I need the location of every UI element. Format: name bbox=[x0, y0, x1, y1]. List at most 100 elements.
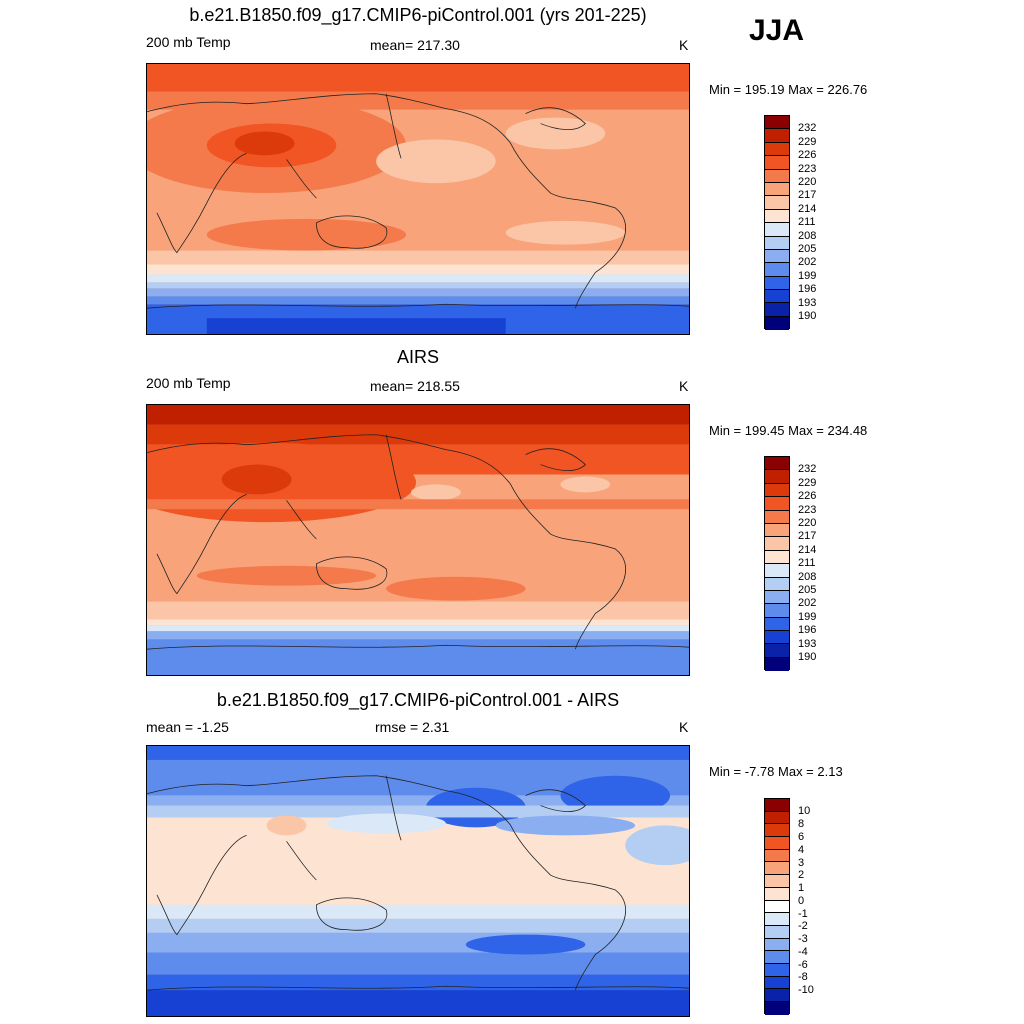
panel-3-rmse-label: rmse = 2.31 bbox=[375, 719, 450, 735]
model-temperature-map bbox=[147, 64, 689, 334]
colorbar-label: 226 bbox=[798, 149, 817, 161]
colorbar-label: -6 bbox=[798, 959, 808, 971]
season-label: JJA bbox=[749, 14, 805, 47]
colorbar-swatch bbox=[765, 976, 789, 990]
colorbar-swatch bbox=[765, 900, 789, 914]
colorbar-label: 205 bbox=[798, 243, 817, 255]
panel-3-colorbar bbox=[764, 798, 790, 1015]
colorbar-label: -4 bbox=[798, 946, 808, 958]
colorbar-label: 190 bbox=[798, 651, 817, 663]
colorbar-label: 199 bbox=[798, 270, 817, 282]
panel-3-min-max: Min = -7.78 Max = 2.13 bbox=[709, 764, 843, 779]
colorbar-label: 2 bbox=[798, 869, 805, 881]
colorbar-label: 8 bbox=[798, 818, 805, 830]
colorbar-label: 220 bbox=[798, 176, 817, 188]
colorbar-label: 199 bbox=[798, 611, 817, 623]
colorbar-label: 220 bbox=[798, 517, 817, 529]
colorbar-swatch bbox=[765, 938, 789, 952]
colorbar-swatch bbox=[765, 657, 789, 672]
colorbar-swatch bbox=[765, 129, 789, 143]
colorbar-swatch bbox=[765, 644, 789, 658]
colorbar-swatch bbox=[765, 925, 789, 939]
panel-2-colorbar bbox=[764, 456, 790, 672]
panel-3-map bbox=[146, 745, 690, 1017]
colorbar-label: -10 bbox=[798, 984, 814, 996]
colorbar-swatch bbox=[765, 799, 789, 812]
colorbar-swatch bbox=[765, 617, 789, 632]
panel-1-min-max: Min = 195.19 Max = 226.76 bbox=[709, 82, 868, 97]
colorbar-swatch bbox=[765, 951, 789, 964]
panel-2-left-label: 200 mb Temp bbox=[146, 375, 231, 391]
colorbar-label: -2 bbox=[798, 920, 808, 932]
colorbar-swatch bbox=[765, 263, 789, 277]
colorbar-label: 232 bbox=[798, 122, 817, 134]
colorbar-swatch bbox=[765, 963, 789, 977]
colorbar-swatch bbox=[765, 913, 789, 926]
colorbar-swatch bbox=[765, 209, 789, 224]
panel-2-units: K bbox=[679, 378, 689, 394]
colorbar-label: 10 bbox=[798, 805, 811, 817]
colorbar-swatch bbox=[765, 290, 789, 304]
panel-2-title: AIRS bbox=[396, 347, 439, 367]
colorbar-swatch bbox=[765, 116, 789, 130]
colorbar-label: 229 bbox=[798, 477, 817, 489]
panel-3-title: b.e21.B1850.f09_g17.CMIP6-piControl.001 … bbox=[216, 690, 620, 710]
colorbar-swatch bbox=[765, 1002, 789, 1015]
colorbar-label: 226 bbox=[798, 490, 817, 502]
colorbar-swatch bbox=[765, 303, 789, 317]
colorbar-swatch bbox=[765, 837, 789, 850]
panel-1-mean-label: mean= 217.30 bbox=[370, 37, 460, 53]
airs-temperature-map bbox=[147, 405, 689, 675]
colorbar-swatch bbox=[765, 590, 789, 605]
colorbar-swatch bbox=[765, 156, 789, 170]
colorbar-swatch bbox=[765, 811, 789, 825]
panel-3-units: K bbox=[679, 719, 689, 735]
colorbar-label: 196 bbox=[798, 283, 817, 295]
colorbar-swatch bbox=[765, 196, 789, 210]
panel-1-map bbox=[146, 63, 690, 335]
panel-2-min-max: Min = 199.45 Max = 234.48 bbox=[709, 423, 868, 438]
panel-1-units: K bbox=[679, 37, 689, 53]
colorbar-label: 208 bbox=[798, 230, 817, 242]
colorbar-label: 190 bbox=[798, 310, 817, 322]
colorbar-label: 211 bbox=[798, 557, 816, 569]
colorbar-swatch bbox=[765, 577, 789, 591]
colorbar-swatch bbox=[765, 824, 789, 838]
colorbar-swatch bbox=[765, 236, 789, 250]
colorbar-label: 211 bbox=[798, 216, 816, 228]
difference-map bbox=[147, 746, 689, 1016]
colorbar-label: 202 bbox=[798, 597, 817, 609]
colorbar-swatch bbox=[765, 989, 789, 1002]
colorbar-label: 208 bbox=[798, 571, 817, 583]
colorbar-swatch bbox=[765, 223, 789, 237]
colorbar-label: 193 bbox=[798, 638, 817, 650]
colorbar-label: 0 bbox=[798, 895, 805, 907]
colorbar-label: 193 bbox=[798, 297, 817, 309]
panel-1-left-label: 200 mb Temp bbox=[146, 34, 231, 50]
colorbar-label: -1 bbox=[798, 908, 808, 920]
colorbar-label: 4 bbox=[798, 844, 805, 856]
colorbar-label: -8 bbox=[798, 971, 808, 983]
colorbar-swatch bbox=[765, 249, 789, 264]
colorbar-label: 205 bbox=[798, 584, 817, 596]
colorbar-label: 196 bbox=[798, 624, 817, 636]
panel-2-map bbox=[146, 404, 690, 676]
colorbar-label: 214 bbox=[798, 203, 817, 215]
colorbar-label: 223 bbox=[798, 504, 817, 516]
colorbar-swatch bbox=[765, 316, 789, 331]
colorbar-swatch bbox=[765, 457, 789, 471]
colorbar-label: 217 bbox=[798, 530, 817, 542]
colorbar-swatch bbox=[765, 537, 789, 551]
colorbar-label: 1 bbox=[798, 882, 805, 894]
colorbar-label: 217 bbox=[798, 189, 817, 201]
colorbar-label: 223 bbox=[798, 163, 817, 175]
colorbar-label: 214 bbox=[798, 544, 817, 556]
colorbar-swatch bbox=[765, 470, 789, 484]
panel-1-title: b.e21.B1850.f09_g17.CMIP6-piControl.001 … bbox=[189, 5, 647, 25]
colorbar-swatch bbox=[765, 875, 789, 888]
colorbar-label: 6 bbox=[798, 831, 805, 843]
colorbar-swatch bbox=[765, 862, 789, 876]
panel-1-colorbar bbox=[764, 115, 790, 331]
colorbar-swatch bbox=[765, 604, 789, 618]
colorbar-swatch bbox=[765, 550, 789, 565]
